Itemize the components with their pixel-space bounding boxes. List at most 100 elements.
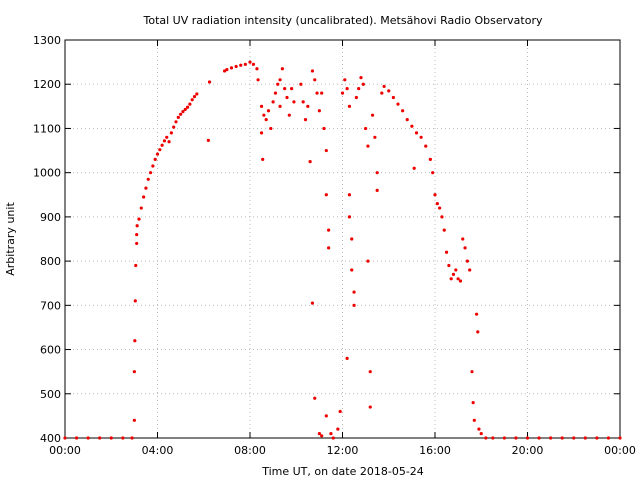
data-point (454, 268, 458, 272)
data-point (153, 157, 157, 161)
data-point (135, 232, 139, 237)
data-point (262, 113, 266, 117)
data-point (255, 67, 259, 71)
data-point (273, 91, 278, 95)
data-point (433, 193, 437, 197)
data-point (225, 68, 229, 72)
data-point (449, 277, 453, 281)
data-point (142, 195, 146, 199)
data-point (537, 436, 541, 440)
data-point (308, 160, 312, 164)
data-point (410, 124, 414, 128)
data-point (438, 206, 442, 210)
data-point (310, 301, 315, 305)
data-point (135, 224, 139, 228)
data-point (336, 427, 340, 431)
y-tick-label: 1000 (33, 167, 61, 180)
data-point (292, 100, 296, 104)
data-point (320, 434, 324, 438)
data-point (322, 126, 326, 131)
data-point (155, 152, 160, 156)
data-point (424, 144, 428, 148)
x-tick-label: 16:00 (419, 444, 451, 457)
data-point (132, 418, 136, 422)
data-point (188, 102, 192, 106)
y-axis-tick-labels: 400 500 600 700 800 900 1000 1100 1200 1300 (33, 34, 61, 445)
data-point (179, 112, 183, 116)
data-point (458, 279, 463, 283)
data-point (428, 157, 432, 161)
data-point (475, 312, 479, 316)
data-point (345, 87, 349, 91)
data-point (195, 92, 199, 96)
data-point (352, 290, 356, 294)
data-point (435, 202, 439, 206)
data-point (310, 69, 315, 73)
data-point (324, 414, 328, 418)
data-point (465, 259, 469, 263)
data-point (331, 436, 335, 440)
data-point (190, 98, 194, 102)
data-point (357, 87, 361, 91)
data-point (63, 436, 67, 440)
data-point (470, 370, 474, 374)
data-point (549, 436, 553, 440)
data-point (606, 436, 611, 440)
chart-title: Total UV radiation intensity (uncalibrat… (143, 14, 543, 27)
data-point (491, 436, 495, 440)
data-point (572, 436, 576, 440)
data-point (419, 135, 423, 139)
data-point (350, 237, 354, 241)
data-point (271, 100, 275, 104)
data-point (269, 126, 273, 131)
x-axis-label: Time UT, on date 2018-05-24 (261, 465, 424, 478)
data-point (176, 115, 180, 119)
data-point (382, 84, 386, 89)
data-point (447, 263, 451, 268)
data-point (472, 418, 476, 422)
data-point (502, 436, 506, 440)
data-point (327, 228, 331, 232)
y-tick-label: 1300 (33, 34, 61, 47)
y-tick-label: 1100 (33, 122, 61, 135)
data-point (343, 78, 347, 82)
data-point (160, 143, 164, 147)
data-point (158, 148, 162, 152)
data-point (109, 436, 113, 440)
data-point (401, 109, 405, 113)
data-point (278, 78, 282, 82)
data-point (440, 215, 444, 219)
data-point (354, 95, 358, 100)
data-point (283, 87, 287, 91)
data-point (261, 157, 265, 161)
data-point (162, 139, 167, 143)
data-point (133, 299, 137, 303)
y-tick-label: 600 (40, 344, 61, 357)
data-point (98, 436, 102, 440)
data-point (259, 104, 264, 108)
y-tick-label: 900 (40, 211, 61, 224)
data-point (345, 356, 349, 360)
data-point (347, 215, 352, 219)
data-point (396, 102, 400, 106)
data-point (479, 431, 483, 436)
data-point (264, 118, 268, 122)
data-point (229, 66, 234, 70)
data-point (368, 405, 372, 409)
data-point (259, 131, 264, 135)
data-point (172, 125, 176, 129)
data-point (287, 113, 291, 117)
data-point (181, 110, 185, 114)
x-tick-label: 20:00 (512, 444, 544, 457)
data-point (266, 109, 271, 113)
data-point (560, 436, 564, 440)
data-point (405, 118, 409, 122)
x-tick-label: 00:00 (604, 444, 636, 457)
data-point (206, 138, 210, 142)
data-point (278, 104, 282, 108)
x-axis-tick-labels: 00:00 04:00 08:00 12:00 16:00 20:00 00:00 (49, 444, 636, 457)
data-point (373, 135, 377, 139)
data-point (391, 95, 395, 100)
data-point (167, 140, 171, 144)
